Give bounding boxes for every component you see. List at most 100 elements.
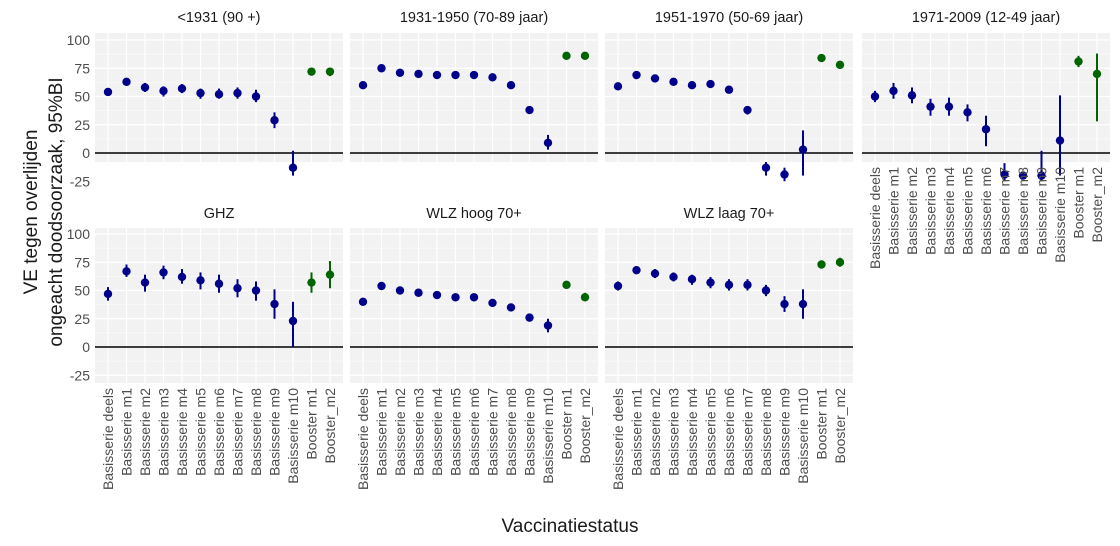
data-point xyxy=(325,270,335,279)
x-tick-label: Basisserie m3 xyxy=(156,388,172,476)
panel-5: GHZ xyxy=(95,206,343,383)
y-tick-label: 50 xyxy=(74,283,90,299)
data-point xyxy=(358,81,368,90)
data-point xyxy=(251,286,261,295)
data-point xyxy=(724,85,734,94)
data-point xyxy=(214,90,224,99)
x-tick-label: Basisserie m1 xyxy=(629,388,645,476)
x-tick-label: Basisserie m6 xyxy=(978,167,994,255)
data-point xyxy=(669,77,678,87)
y-tick-label: 75 xyxy=(74,60,90,76)
data-point xyxy=(159,268,168,277)
x-tick-label: Booster m1 xyxy=(559,388,575,460)
x-tick-label: Basisserie m2 xyxy=(137,388,153,476)
x-tick-label: Basisserie m5 xyxy=(448,388,464,476)
data-point xyxy=(270,299,279,309)
data-point xyxy=(177,272,187,282)
x-tick-label: Booster m1 xyxy=(814,388,830,460)
data-point xyxy=(288,316,298,326)
panel-3: 1951-1970 (50-69 jaar) xyxy=(605,10,853,182)
data-point xyxy=(214,279,224,288)
y-axis-title-line: VE tegen overlijden xyxy=(21,130,42,295)
panel-2: 1931-1950 (70-89 jaar) xyxy=(350,10,598,162)
data-point xyxy=(798,299,808,309)
data-point xyxy=(1037,171,1046,180)
data-point xyxy=(780,299,789,309)
data-point xyxy=(288,163,298,172)
data-point xyxy=(669,272,678,282)
y-axis-title: VE tegen overlijden ongeacht doodsoorzaak… xyxy=(21,77,67,346)
x-tick-label: Basisserie m10 xyxy=(285,388,301,484)
x-tick-label: Basisserie m10 xyxy=(540,388,556,484)
data-point xyxy=(798,145,808,154)
data-point xyxy=(944,102,954,111)
x-tick-label: Basisserie m9 xyxy=(522,388,538,476)
x-tick-label: Basisserie m8 xyxy=(248,388,264,476)
data-point xyxy=(325,67,335,76)
facet-title: GHZ xyxy=(204,206,235,222)
x-tick-label: Basisserie m8 xyxy=(1015,167,1031,255)
x-tick-label: Basisserie m4 xyxy=(684,388,700,476)
x-tick-label: Basisserie m4 xyxy=(174,388,190,476)
data-point xyxy=(580,293,590,302)
data-point xyxy=(1074,57,1083,66)
data-point xyxy=(140,83,150,92)
data-point xyxy=(451,70,460,80)
data-point xyxy=(525,105,534,115)
x-tick-label: Booster_m2 xyxy=(322,388,338,464)
data-point xyxy=(889,86,898,96)
data-point xyxy=(177,84,187,93)
x-tick-label: Basisserie m3 xyxy=(411,388,427,476)
x-tick-label: Basisserie m4 xyxy=(941,167,957,255)
data-point xyxy=(761,286,771,295)
x-tick-label: Basisserie m5 xyxy=(960,167,976,255)
x-tick-label: Basisserie m1 xyxy=(886,167,902,255)
y-tick-label: 0 xyxy=(82,339,90,355)
x-tick-label: Basisserie m6 xyxy=(721,388,737,476)
x-tick-label: Basisserie m5 xyxy=(703,388,719,476)
x-tick-label: Basisserie m3 xyxy=(923,167,939,255)
data-point xyxy=(706,278,715,287)
x-tick-label: Booster_m2 xyxy=(832,388,848,464)
data-point xyxy=(963,108,972,117)
data-point xyxy=(580,51,590,61)
x-tick-label: Basisserie m5 xyxy=(193,388,209,476)
facet-title: 1931-1950 (70-89 jaar) xyxy=(400,10,548,26)
y-axis-title-line: ongeacht doodsoorzaak, 95%BI xyxy=(46,77,67,346)
y-tick-label: 100 xyxy=(67,32,91,48)
data-point xyxy=(488,73,497,82)
data-point xyxy=(377,281,386,291)
x-tick-label: Basisserie m10 xyxy=(1052,167,1068,263)
data-point xyxy=(562,51,571,61)
y-tick-label: 75 xyxy=(74,254,90,270)
facet-title: 1951-1970 (50-69 jaar) xyxy=(655,10,803,26)
x-tick-label: Basisserie m2 xyxy=(647,388,663,476)
data-point xyxy=(907,91,917,100)
y-tick-label: 25 xyxy=(74,117,90,133)
x-tick-label: Basisserie m3 xyxy=(666,388,682,476)
panel-1: <1931 (90 +) xyxy=(95,10,343,176)
y-tick-label: 50 xyxy=(74,89,90,105)
x-tick-label: Basisserie m7 xyxy=(997,167,1013,255)
x-tick-label: Basisserie m1 xyxy=(374,388,390,476)
x-tick-label: Booster_m2 xyxy=(577,388,593,464)
data-point xyxy=(159,86,168,96)
x-tick-label: Basisserie m8 xyxy=(503,388,519,476)
data-point xyxy=(122,77,131,87)
x-axis-title: Vaccinatiestatus xyxy=(502,516,639,537)
x-tick-label: Basisserie m9 xyxy=(1034,167,1050,255)
x-tick-label: Basisserie m9 xyxy=(267,388,283,476)
data-point xyxy=(743,105,752,115)
data-point xyxy=(817,53,826,63)
data-point xyxy=(488,298,497,308)
data-point xyxy=(1055,136,1065,145)
data-point xyxy=(414,288,423,297)
x-tick-label: Basisserie m1 xyxy=(119,388,135,476)
data-point xyxy=(1018,171,1028,180)
data-point xyxy=(233,284,242,293)
data-point xyxy=(395,68,405,77)
data-point xyxy=(506,303,516,312)
panel-6: WLZ hoog 70+ xyxy=(350,206,598,383)
panel-7: WLZ laag 70+ xyxy=(605,206,853,383)
